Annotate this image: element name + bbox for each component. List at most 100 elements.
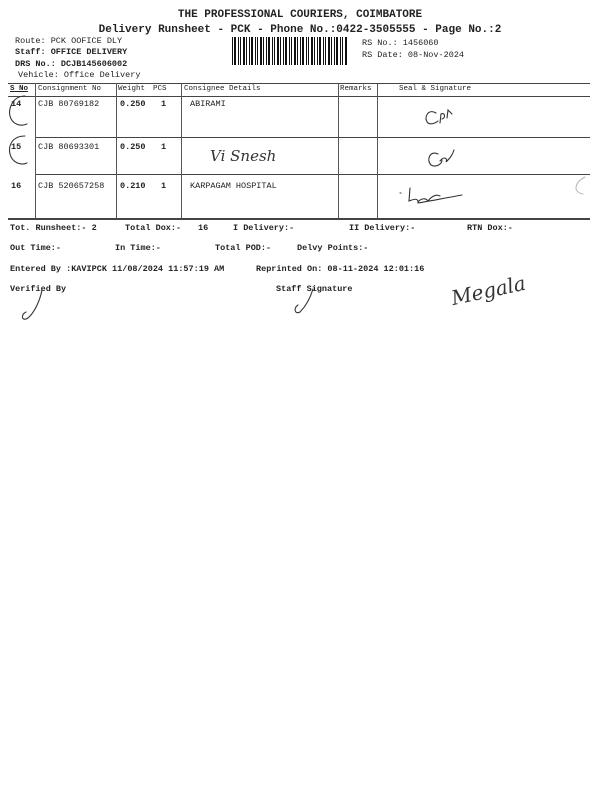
column-divider bbox=[35, 83, 36, 218]
ii-delivery: II Delivery:- bbox=[349, 223, 416, 233]
row-sno: 16 bbox=[11, 181, 22, 191]
barcode-bar bbox=[238, 37, 239, 65]
col-sno: S No bbox=[10, 85, 29, 93]
row-weight: 0.250 bbox=[120, 142, 146, 152]
barcode-bar bbox=[340, 37, 341, 65]
column-divider bbox=[116, 83, 117, 218]
row-sno: 14 bbox=[11, 99, 22, 109]
row-sno: 15 bbox=[11, 142, 22, 152]
header-divider bbox=[8, 96, 590, 97]
row-divider bbox=[35, 174, 590, 175]
barcode-bar bbox=[297, 37, 298, 65]
row-consignee: KARPAGAM HOSPITAL bbox=[190, 181, 277, 191]
row-consignment: CJB 80769182 bbox=[38, 99, 100, 109]
barcode-bar bbox=[243, 37, 245, 65]
barcode-bar bbox=[266, 37, 267, 65]
barcode-bar bbox=[246, 37, 247, 65]
row-consignment: CJB 80693301 bbox=[38, 142, 100, 152]
barcode-bar bbox=[280, 37, 281, 65]
in-time: In Time:- bbox=[115, 243, 161, 253]
barcode-bar bbox=[319, 37, 321, 65]
barcode-bar bbox=[306, 37, 307, 65]
route: Route: PCK OOFICE DLY bbox=[15, 36, 123, 46]
barcode-bar bbox=[294, 37, 296, 65]
barcode-bar bbox=[336, 37, 338, 65]
barcode-bar bbox=[285, 37, 287, 65]
barcode-bar bbox=[331, 37, 332, 65]
staff: Staff: OFFICE DELIVERY bbox=[15, 47, 128, 57]
barcode-bar bbox=[302, 37, 304, 65]
barcode-bar bbox=[283, 37, 284, 65]
barcode-bar bbox=[317, 37, 318, 65]
barcode bbox=[232, 37, 350, 65]
signature-row16 bbox=[399, 187, 463, 204]
circle-mark bbox=[8, 135, 28, 165]
barcode-bar bbox=[308, 37, 309, 65]
barcode-bar bbox=[272, 37, 273, 65]
total-pod: Total POD:- bbox=[215, 243, 272, 253]
barcode-bar bbox=[323, 37, 324, 65]
barcode-bar bbox=[274, 37, 275, 65]
row-weight: 0.250 bbox=[120, 99, 146, 109]
vehicle: Vehicle: Office Delivery bbox=[18, 70, 141, 80]
barcode-bar bbox=[314, 37, 315, 65]
barcode-bar bbox=[232, 37, 233, 65]
rtn-dox: RTN Dox:- bbox=[467, 223, 513, 233]
barcode-bar bbox=[240, 37, 241, 65]
barcode-bar bbox=[255, 37, 256, 65]
barcode-bar bbox=[263, 37, 264, 65]
scan-mark bbox=[575, 176, 586, 195]
delvy-points: Delvy Points:- bbox=[297, 243, 369, 253]
barcode-bar bbox=[268, 37, 270, 65]
entered-by: Entered By :KAVIPCK 11/08/2024 11:57:19 … bbox=[10, 264, 225, 274]
barcode-bar bbox=[345, 37, 347, 65]
signature-row15 bbox=[428, 149, 455, 167]
out-time: Out Time:- bbox=[10, 243, 62, 253]
barcode-bar bbox=[342, 37, 343, 65]
row-divider bbox=[35, 137, 590, 138]
company-title: THE PROFESSIONAL COURIERS, COIMBATORE bbox=[177, 9, 423, 21]
barcode-bar bbox=[260, 37, 262, 65]
staff-signature-mark bbox=[294, 288, 314, 314]
rs-date: RS Date: 08-Nov-2024 bbox=[362, 50, 465, 60]
col-consignment: Consignment No bbox=[38, 85, 102, 93]
barcode-bar bbox=[251, 37, 253, 65]
total-dox-label: Total Dox:- bbox=[125, 223, 182, 233]
total-dox-value: 16 bbox=[198, 223, 209, 233]
barcode-bar bbox=[291, 37, 292, 65]
barcode-bar bbox=[300, 37, 301, 65]
signature-row14 bbox=[425, 108, 453, 125]
i-delivery: I Delivery:- bbox=[233, 223, 295, 233]
barcode-bar bbox=[328, 37, 330, 65]
rs-no: RS No.: 1456060 bbox=[362, 38, 439, 48]
table-top-border bbox=[8, 83, 590, 84]
col-weight: Weight bbox=[118, 85, 146, 93]
column-divider bbox=[181, 83, 182, 218]
verified-by-signature bbox=[21, 289, 43, 320]
row-consignment: CJB 520657258 bbox=[38, 181, 105, 191]
barcode-bar bbox=[257, 37, 258, 65]
barcode-bar bbox=[234, 37, 236, 65]
tot-runsheet: Tot. Runsheet:- 2 bbox=[10, 223, 97, 233]
col-consignee: Consignee Details bbox=[184, 85, 261, 93]
staff-signature: Staff Signature bbox=[276, 284, 353, 294]
barcode-bar bbox=[277, 37, 279, 65]
row-pcs: 1 bbox=[161, 181, 167, 191]
circle-mark bbox=[8, 95, 28, 126]
barcode-bar bbox=[325, 37, 326, 65]
verified-by: Verified By bbox=[10, 284, 67, 294]
barcode-bar bbox=[289, 37, 290, 65]
column-divider bbox=[338, 83, 339, 218]
barcode-bar bbox=[334, 37, 335, 65]
col-remarks: Remarks bbox=[340, 85, 372, 93]
row-weight: 0.210 bbox=[120, 181, 146, 191]
row-pcs: 1 bbox=[161, 99, 167, 109]
barcode-bar bbox=[311, 37, 313, 65]
runsheet-subtitle: Delivery Runsheet - PCK - Phone No.:0422… bbox=[98, 24, 502, 36]
drs-no: DRS No.: DCJB145606002 bbox=[15, 59, 128, 69]
col-seal-signature: Seal & Signature bbox=[399, 85, 472, 93]
row-pcs: 1 bbox=[161, 142, 167, 152]
handwritten-consignee: Vi Snesh bbox=[210, 147, 277, 165]
table-bottom-border bbox=[8, 218, 590, 220]
